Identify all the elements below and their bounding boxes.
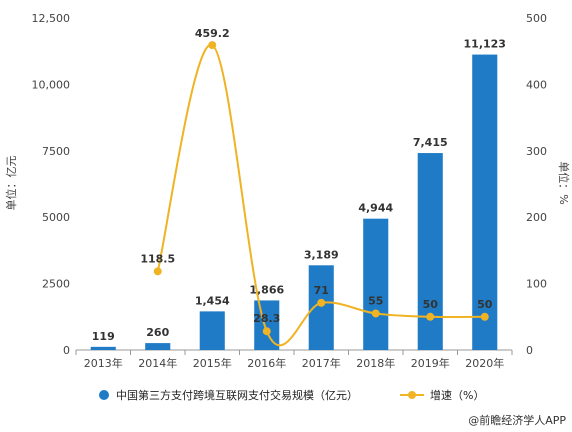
legend: 中国第三方支付跨境互联网支付交易规模（亿元） 增速（%） (99, 388, 484, 402)
legend-bar-label: 中国第三方支付跨境互联网支付交易规模（亿元） (116, 388, 358, 402)
bar (254, 300, 280, 350)
growth-point (153, 267, 162, 276)
growth-value-label: 459.2 (195, 27, 230, 40)
y-tick-label-left: 5000 (42, 211, 70, 224)
bar (90, 346, 116, 350)
y-tick-label-left: 12,500 (32, 12, 71, 25)
y-tick-label-right: 100 (526, 278, 547, 291)
growth-point (480, 312, 489, 321)
x-tick-label: 2018年 (356, 356, 395, 370)
growth-point (208, 41, 217, 50)
y-tick-label-left: 10,000 (32, 78, 71, 91)
growth-point (426, 312, 435, 321)
y-axis-right: 0 100 200 300 400 500 (526, 12, 547, 357)
line-data-labels: 118.5 459.2 28.3 71 55 50 50 (140, 27, 492, 325)
y-tick-label-left: 2500 (42, 278, 70, 291)
growth-value-label: 50 (423, 298, 439, 311)
y-axis-title-right: 单位：% (557, 161, 571, 204)
x-tick-label: 2017年 (302, 356, 341, 370)
x-tick-label: 2019年 (411, 356, 450, 370)
growth-value-label: 50 (477, 298, 493, 311)
bar-value-label: 119 (92, 330, 115, 343)
y-tick-label-right: 200 (526, 211, 547, 224)
bar (199, 311, 225, 350)
x-axis-ticks: 2013年 2014年 2015年 2016年 2017年 2018年 2019年 2020年 (75, 350, 513, 370)
x-tick-label: 2020年 (465, 356, 504, 370)
y-tick-label-right: 0 (526, 344, 533, 357)
growth-value-label: 55 (368, 294, 383, 307)
x-tick-label: 2014年 (138, 356, 177, 370)
bar-value-label: 1,866 (249, 283, 284, 296)
y-axis-title-left: 单位：亿元 (4, 156, 18, 211)
growth-value-label: 71 (314, 284, 329, 297)
legend-line-label: 增速（%） (430, 388, 484, 402)
growth-point (317, 298, 326, 307)
bar-value-label: 3,189 (304, 248, 339, 261)
y-tick-label-left: 7500 (42, 145, 70, 158)
bar-value-label: 7,415 (413, 136, 448, 149)
bar-data-labels: 119 260 1,454 1,866 3,189 4,944 7,415 11,123 (92, 38, 506, 343)
bar-value-label: 260 (146, 326, 169, 339)
growth-line (156, 44, 485, 347)
y-tick-label-right: 300 (526, 145, 547, 158)
source-credit: @前瞻经济学人APP (468, 413, 566, 427)
bar-value-label: 4,944 (358, 202, 393, 215)
y-tick-label-left: 0 (63, 344, 70, 357)
bar (145, 343, 171, 350)
growth-value-label: 118.5 (140, 252, 175, 265)
legend-line-dot (408, 391, 416, 399)
y-tick-label-right: 400 (526, 78, 547, 91)
bar-value-label: 1,454 (195, 294, 230, 307)
y-tick-label-right: 500 (526, 12, 547, 25)
x-tick-label: 2015年 (193, 356, 232, 370)
y-axis-left: 0 2500 5000 7500 10,000 12,500 (32, 12, 71, 357)
growth-value-label: 28.3 (253, 312, 280, 325)
bar-value-label: 11,123 (464, 38, 506, 51)
x-tick-label: 2013年 (84, 356, 123, 370)
x-tick-label: 2016年 (247, 356, 286, 370)
growth-point (262, 327, 271, 336)
bar (363, 218, 389, 350)
bar (472, 54, 498, 350)
legend-bar-marker (99, 390, 109, 400)
growth-point (371, 309, 380, 318)
growth-line-series (153, 41, 489, 347)
